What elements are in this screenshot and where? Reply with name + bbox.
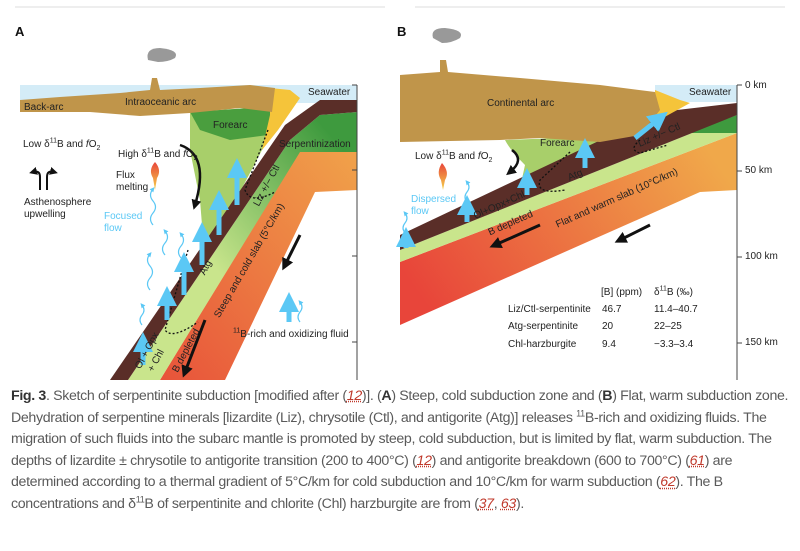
seawater-layer <box>655 85 737 102</box>
corner-flow-arrow <box>506 149 520 176</box>
dispersed-flow-label: Dispersed flow <box>411 194 457 217</box>
figure-3: A Back-arc Intraoceanic arc Seawater For… <box>15 6 785 380</box>
b-depleted-arrow <box>181 319 207 378</box>
panel-a-label: A <box>15 24 25 39</box>
forearc-label: Forearc <box>213 120 248 131</box>
row-delta: 22–25 <box>654 321 682 332</box>
back-arc-label: Back-arc <box>24 102 64 113</box>
continental-arc <box>400 60 660 142</box>
liz-atg-boundary <box>244 129 276 199</box>
serpentinized-mantle <box>128 112 357 380</box>
slab-motion-arrow <box>282 234 302 271</box>
reference-link[interactable]: 12 <box>346 388 362 404</box>
serpentinization-label: Serpentinization <box>279 139 351 150</box>
low-b-fo2-label: Low δ11B and fO2 <box>23 137 101 152</box>
depth-tick-0: 0 km <box>745 80 767 91</box>
depth-tick-150: 150 km <box>745 337 778 348</box>
intraoceanic-arc <box>20 78 275 116</box>
row-name: Atg-serpentinite <box>508 321 579 332</box>
slab <box>160 150 357 380</box>
dispersed-flow-wiggles <box>402 180 471 234</box>
upwelling-arrow <box>46 167 58 190</box>
slab-motion-arrow <box>614 223 651 243</box>
figure-number: Fig. 3 <box>11 388 46 404</box>
fluid-label: 11B-rich and oxidizing fluid <box>233 327 349 340</box>
seawater-label: Seawater <box>308 87 351 98</box>
continental-arc-label: Continental arc <box>487 98 555 109</box>
seawater-label: Seawater <box>689 87 732 98</box>
b-depleted-arrow <box>489 223 541 249</box>
focused-flow-wiggles <box>139 187 304 326</box>
figure-caption: Fig. 3. Sketch of serpentinite subductio… <box>11 388 789 512</box>
col-header-delta: δ11B (‰) <box>654 285 693 298</box>
flux-melting-label: Flux melting <box>116 170 149 193</box>
forearc-top <box>190 108 285 140</box>
corner-flow-arrow <box>179 143 202 210</box>
reference-link[interactable]: 62 <box>660 474 676 491</box>
arc-label: Intraoceanic arc <box>125 97 197 108</box>
row-delta: −3.3–3.4 <box>654 339 694 350</box>
volcano-plume <box>147 48 176 62</box>
melt-droplet <box>438 163 447 190</box>
low-b-fo2-label: Low δ11B and fO2 <box>415 149 493 164</box>
reference-link[interactable]: 63 <box>500 495 516 512</box>
col-header-b: [B] (ppm) <box>601 287 643 298</box>
forearc-wedge <box>190 108 290 262</box>
figure-artwork <box>15 6 785 380</box>
asthenosphere-label: Asthenosphere upwelling <box>24 197 92 220</box>
panel-b-label: B <box>397 24 407 39</box>
oceanic-crust <box>400 103 737 250</box>
row-b: 20 <box>602 321 614 332</box>
reference-link[interactable]: 37 <box>478 495 494 512</box>
fluid-arrows <box>133 158 299 365</box>
oceanic-crust <box>110 100 357 380</box>
atg-breakdown-boundary <box>538 151 571 192</box>
row-delta: 11.4–40.7 <box>654 304 698 315</box>
panel-a-diagram <box>20 48 358 380</box>
depth-tick-50: 50 km <box>745 165 773 176</box>
slab <box>400 133 737 325</box>
row-b: 46.7 <box>602 304 622 315</box>
high-b-fo2-label: High δ11B and fO2 <box>118 147 198 162</box>
fluid-arrows <box>396 111 668 248</box>
melt-droplet <box>150 162 160 190</box>
depth-tick-100: 100 km <box>745 251 778 262</box>
focused-flow-label: Focused flow <box>104 211 143 234</box>
panel-b-diagram <box>396 28 742 380</box>
reference-link[interactable]: 12 <box>416 452 432 469</box>
reference-link[interactable]: 61 <box>689 452 705 469</box>
row-name: Liz/Ctl-serpentinite <box>508 304 591 315</box>
row-name: Chl-harzburgite <box>508 339 577 350</box>
row-b: 9.4 <box>602 339 616 350</box>
forearc-label: Forearc <box>540 138 575 149</box>
serpentinized-mantle <box>400 115 737 262</box>
volcano-plume <box>432 28 461 43</box>
upwelling-arrow <box>29 167 41 190</box>
